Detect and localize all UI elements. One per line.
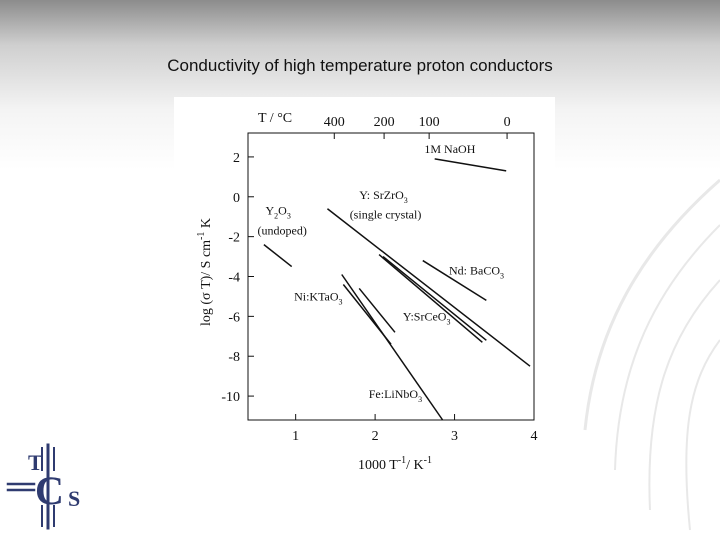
top-tick-label: 400 <box>324 115 345 130</box>
y-tick-label: -8 <box>228 350 240 365</box>
series-line <box>382 255 487 341</box>
x-axis-label: 1000 T-1/ K-1 <box>358 455 432 473</box>
annotation-ndba: Nd: BaCO3 <box>449 264 504 281</box>
logo-letter-c: C <box>35 468 64 513</box>
series-line <box>326 208 531 367</box>
top-tick-label: 200 <box>374 115 395 130</box>
x-tick-label: 2 <box>372 429 379 444</box>
slide-title: Conductivity of high temperature proton … <box>167 56 553 75</box>
annotation-srzrb: (single crystal) <box>350 208 422 222</box>
y-tick-label: -2 <box>228 231 240 246</box>
annotation-y2o3: Y2O3 <box>265 204 290 221</box>
logo-letter-t: T <box>28 450 43 475</box>
series-line <box>422 259 487 302</box>
top-axis-label: T / °C <box>258 111 292 126</box>
tcs-logo: T C S <box>6 443 80 530</box>
conductivity-chart: 1 2 3 4 2 0 -2 -4 -6 -8 -10 400 200 100 0 1M NaOH Y2O3 (… <box>196 111 538 473</box>
top-tick-label: 100 <box>419 115 440 130</box>
series-group <box>263 158 531 421</box>
chart-panel: 1 2 3 4 2 0 -2 -4 -6 -8 -10 400 200 100 0 1M NaOH Y2O3 (… <box>174 97 555 477</box>
annotation-y2o3b: (undoped) <box>258 224 307 238</box>
y-tick-label: -10 <box>221 390 240 405</box>
y-axis-label: log (σ T)/ S cm-1 K <box>196 218 214 326</box>
x-tick-label: 1 <box>292 429 299 444</box>
series-line <box>358 287 396 333</box>
annotation-group: 1M NaOH Y2O3 (undoped) Y: SrZrO3 (single cry… <box>258 142 504 404</box>
top-tick-label: 0 <box>504 115 511 130</box>
annotation-kta: Ni:KTaO3 <box>294 289 342 306</box>
y-tick-label: 0 <box>233 191 240 206</box>
logo-letter-s: S <box>68 486 80 511</box>
annotation-srzr: Y: SrZrO3 <box>359 188 408 205</box>
x-tick-label: 4 <box>531 429 538 444</box>
annotation-linb: Fe:LiNbO3 <box>369 387 422 404</box>
y-tick-label: -6 <box>228 310 240 325</box>
y-tick-label: -4 <box>228 271 240 286</box>
axis-ticks: 1 2 3 4 2 0 -2 -4 -6 -8 -10 400 200 100 0 <box>221 115 537 444</box>
series-line <box>378 254 483 343</box>
series-line <box>341 274 444 421</box>
annotation-srce: Y:SrCeO3 <box>403 309 451 326</box>
series-line <box>434 158 507 172</box>
x-tick-label: 3 <box>451 429 458 444</box>
series-line <box>263 244 293 268</box>
annotation-naoh: 1M NaOH <box>424 142 475 156</box>
decorative-swirl <box>583 178 720 531</box>
y-tick-label: 2 <box>233 151 240 166</box>
